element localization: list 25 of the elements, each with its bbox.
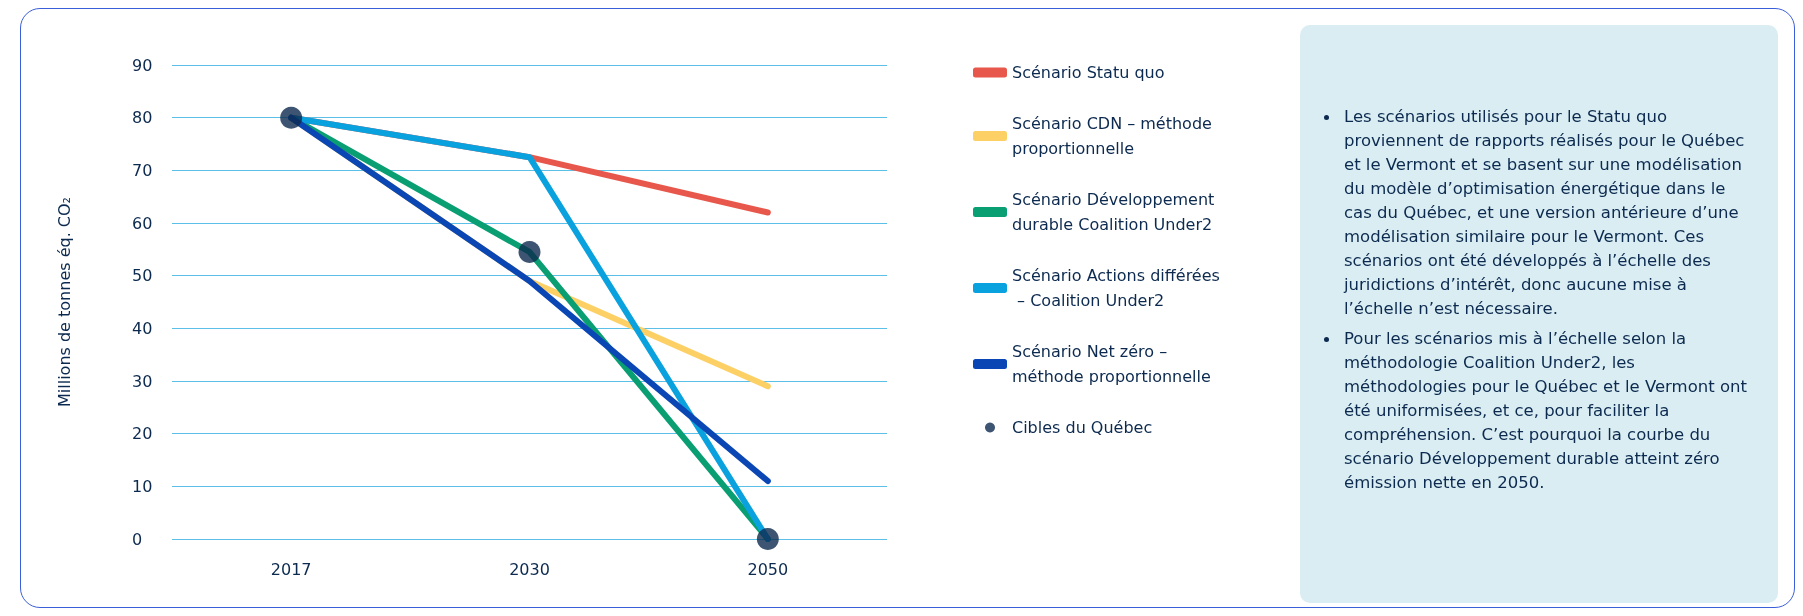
y-axis-title: Millions de tonnes éq. CO₂ [54, 197, 74, 407]
y-tick-label: 20 [132, 424, 153, 444]
y-tick-label: 60 [132, 213, 153, 233]
y-tick-label: 50 [132, 266, 153, 286]
point [756, 528, 779, 550]
legend-label: Scénario CDN – méthode proportionnelle [1012, 114, 1217, 158]
y-tick-label: 40 [132, 318, 153, 338]
text: Les scénarios utilisés pour le Statu quo proviennent de rapports réalisés pour le Québec et le Vermont et se basent sur une modélisation du modèle d’optimisation énergétique dans le cas du Québec, et une version antérieure d’une modélisation similaire pour le Vermont. Ces scénarios ont été développés à l’échelle des juridictions d’intérêt, donc aucune mise à l’échelle n’est nécessaire. [1344, 107, 1745, 318]
legend-label: Scénario Développement durable Coalition Under2 [1012, 190, 1220, 234]
x-tick-label: 2050 [747, 559, 789, 579]
y-tick-label: 10 [132, 476, 153, 496]
point [518, 240, 541, 263]
y-tick-label: 30 [132, 371, 153, 391]
point [280, 106, 303, 129]
y-tick-label: 70 [132, 160, 153, 180]
legend-label: Cibles du Québec [1012, 418, 1153, 437]
y-tick-label: 0 [132, 529, 143, 549]
y-tick-label: 90 [132, 55, 153, 75]
legend-label: Scénario Statu quo [1012, 63, 1165, 82]
y-tick-label: 80 [132, 108, 153, 128]
x-tick-label: 2030 [509, 559, 550, 579]
x-tick-label: 2017 [270, 559, 312, 579]
legend-label: Scénario Actions différées – Coalition Under2 [1012, 266, 1220, 310]
legend-label: Scénario Net zéro – méthode proportionnelle [1012, 342, 1211, 386]
text: Pour les scénarios mis à l’échelle selon la méthodologie Coalition Under2, les méthodologies pour le Québec et le Vermont ont été uniformisées, et ce, pour faciliter la compréhension. C’est pourquoi la courbe du scénario Développement durable atteint zéro émission nette en 2050. [1344, 329, 1747, 492]
